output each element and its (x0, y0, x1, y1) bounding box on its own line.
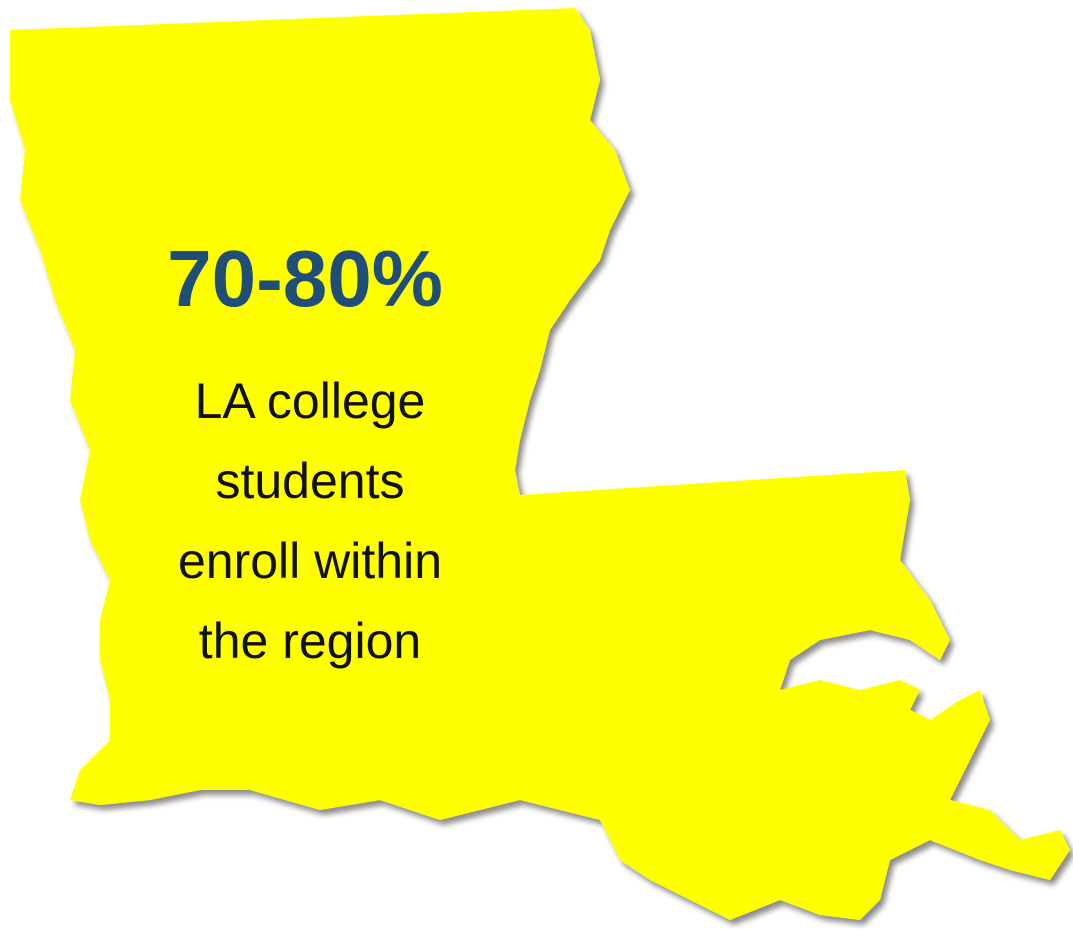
caption-line: LA college (195, 373, 426, 429)
headline: 70-80% (167, 234, 443, 323)
caption-line: the region (199, 613, 421, 669)
caption-line: students (215, 453, 404, 509)
caption-line: enroll within (178, 533, 442, 589)
state-shape (10, 8, 1070, 920)
